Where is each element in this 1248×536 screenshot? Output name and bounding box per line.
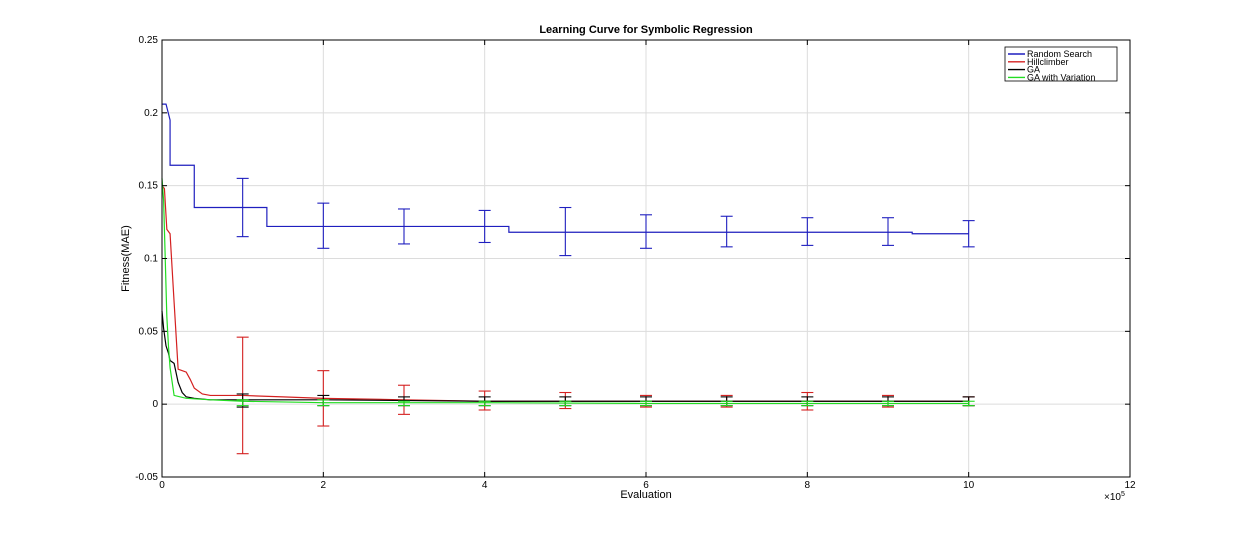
series-line [162, 103, 969, 235]
x-tick-label: 2 [321, 480, 327, 491]
x-axis-multiplier: ×105 [1104, 491, 1125, 503]
x-tick-label: 6 [643, 480, 649, 491]
legend-entry: GA [1027, 65, 1040, 75]
y-tick-label: -0.05 [135, 472, 158, 483]
x-tick-label: 0 [159, 480, 165, 491]
x-tick-label: 8 [805, 480, 811, 491]
y-tick-label: 0.2 [144, 108, 158, 119]
legend-box [1004, 46, 1118, 82]
series-line [161, 310, 969, 402]
series-lines [161, 103, 969, 405]
series-line [161, 178, 969, 405]
chart-title: Learning Curve for Symbolic Regression [539, 24, 753, 36]
y-tick-label: 0.1 [144, 254, 158, 265]
x-axis-label: Evaluation [620, 489, 671, 501]
y-tick-label: 0 [152, 399, 158, 410]
legend-entry: GA with Variation [1027, 72, 1095, 82]
x-tick-label: 4 [482, 480, 488, 491]
y-tick-label: 0.15 [139, 181, 159, 192]
legend-entry: Hillclimber [1027, 57, 1069, 67]
y-tick-label: 0.05 [139, 326, 159, 337]
y-axis-label: Fitness(MAE) [120, 225, 132, 292]
x-tick-label: 12 [1124, 480, 1136, 491]
y-tick-label: 0.25 [139, 35, 159, 46]
error-bars [236, 177, 975, 455]
x-tick-label: 10 [963, 480, 975, 491]
legend-entry: Random Search [1027, 49, 1092, 59]
